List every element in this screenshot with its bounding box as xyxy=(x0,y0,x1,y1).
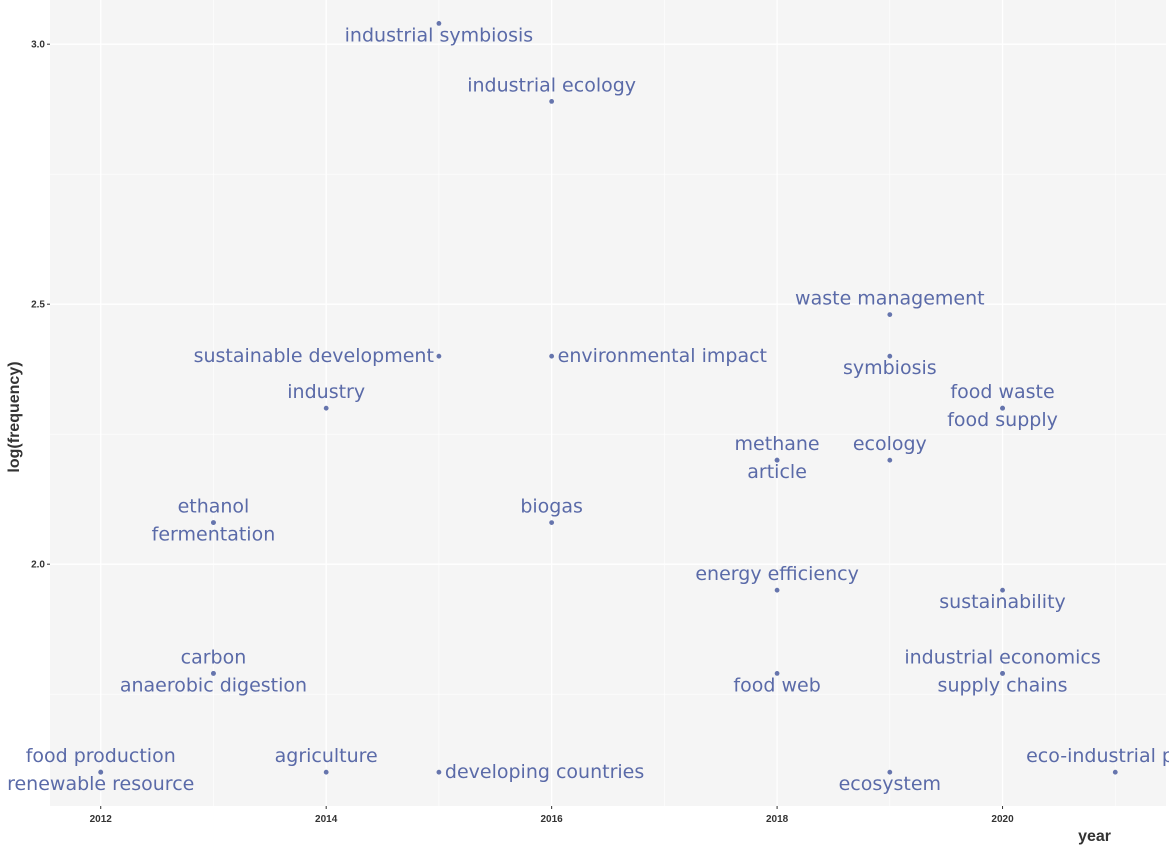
data-point-label: ecosystem xyxy=(839,773,941,795)
data-point-label: article xyxy=(747,461,807,483)
data-point-label: eco-industrial park xyxy=(1026,745,1169,767)
data-point xyxy=(887,457,893,463)
x-axis-ticks: 2012 2014 2016 2018 2020 xyxy=(90,806,1014,825)
data-point-label: supply chains xyxy=(938,674,1068,696)
y-tick-label: 2.0 xyxy=(31,560,45,571)
plot-panel xyxy=(50,0,1166,806)
data-point-label: environmental impact xyxy=(558,345,767,367)
data-point xyxy=(774,457,780,463)
data-point xyxy=(549,520,555,525)
data-point-label: ecology xyxy=(853,433,927,455)
x-tick-label: 2020 xyxy=(991,814,1014,825)
data-point-label: food production xyxy=(26,745,176,767)
data-point-label: carbon xyxy=(181,646,247,668)
data-point-label: waste management xyxy=(795,288,985,310)
x-tick-label: 2012 xyxy=(90,814,113,825)
data-point xyxy=(887,353,893,359)
data-point xyxy=(774,671,780,676)
data-point xyxy=(323,769,329,775)
data-point-label: methane xyxy=(735,433,820,455)
y-tick-label: 2.5 xyxy=(31,300,45,311)
data-point xyxy=(436,21,442,26)
data-point-label: renewable resource xyxy=(7,773,194,795)
y-axis-title: log(frequency) xyxy=(6,361,23,472)
x-axis-title: year xyxy=(1078,828,1111,845)
data-point xyxy=(887,769,893,775)
data-point-label: food waste xyxy=(950,381,1054,403)
data-point-label: sustainability xyxy=(939,591,1066,613)
data-point xyxy=(98,769,104,775)
data-point xyxy=(1000,405,1005,411)
data-point-label: symbiosis xyxy=(843,357,937,379)
data-point-label: anaerobic digestion xyxy=(120,674,307,696)
data-point xyxy=(1112,769,1118,775)
y-tick-label: 3.0 xyxy=(31,40,45,51)
data-point-label: industrial economics xyxy=(904,646,1100,668)
data-point xyxy=(323,405,329,411)
data-point-label: food supply xyxy=(947,409,1058,431)
data-point xyxy=(774,587,780,593)
data-point-label: fermentation xyxy=(152,524,276,546)
data-point-label: agriculture xyxy=(275,745,378,767)
data-point xyxy=(211,671,216,676)
x-tick-label: 2016 xyxy=(541,814,564,825)
x-tick-label: 2018 xyxy=(766,814,789,825)
data-points xyxy=(98,21,1118,775)
data-point-label: energy efficiency xyxy=(695,563,858,585)
data-point-label: developing countries xyxy=(445,761,644,783)
data-point xyxy=(1000,587,1005,593)
data-point xyxy=(1000,671,1005,676)
data-point-label: industrial ecology xyxy=(467,74,636,96)
data-point xyxy=(549,99,555,104)
data-point-label: food web xyxy=(733,674,820,696)
data-labels: industrial symbiosis industrial ecology wa… xyxy=(7,24,1169,795)
data-point-label: sustainable development xyxy=(194,345,434,367)
y-axis-ticks: 2.0 2.5 3.0 xyxy=(31,40,50,571)
data-point-label: industrial symbiosis xyxy=(345,24,534,46)
data-point-label: industry xyxy=(287,381,365,403)
data-point xyxy=(887,312,893,317)
data-point xyxy=(211,520,216,525)
grid-lines xyxy=(50,0,1166,806)
data-point xyxy=(436,353,442,359)
data-point xyxy=(436,769,442,775)
x-tick-label: 2014 xyxy=(315,814,338,825)
data-point xyxy=(549,353,555,359)
data-point-label: ethanol xyxy=(178,496,250,518)
data-point-label: biogas xyxy=(520,496,583,518)
